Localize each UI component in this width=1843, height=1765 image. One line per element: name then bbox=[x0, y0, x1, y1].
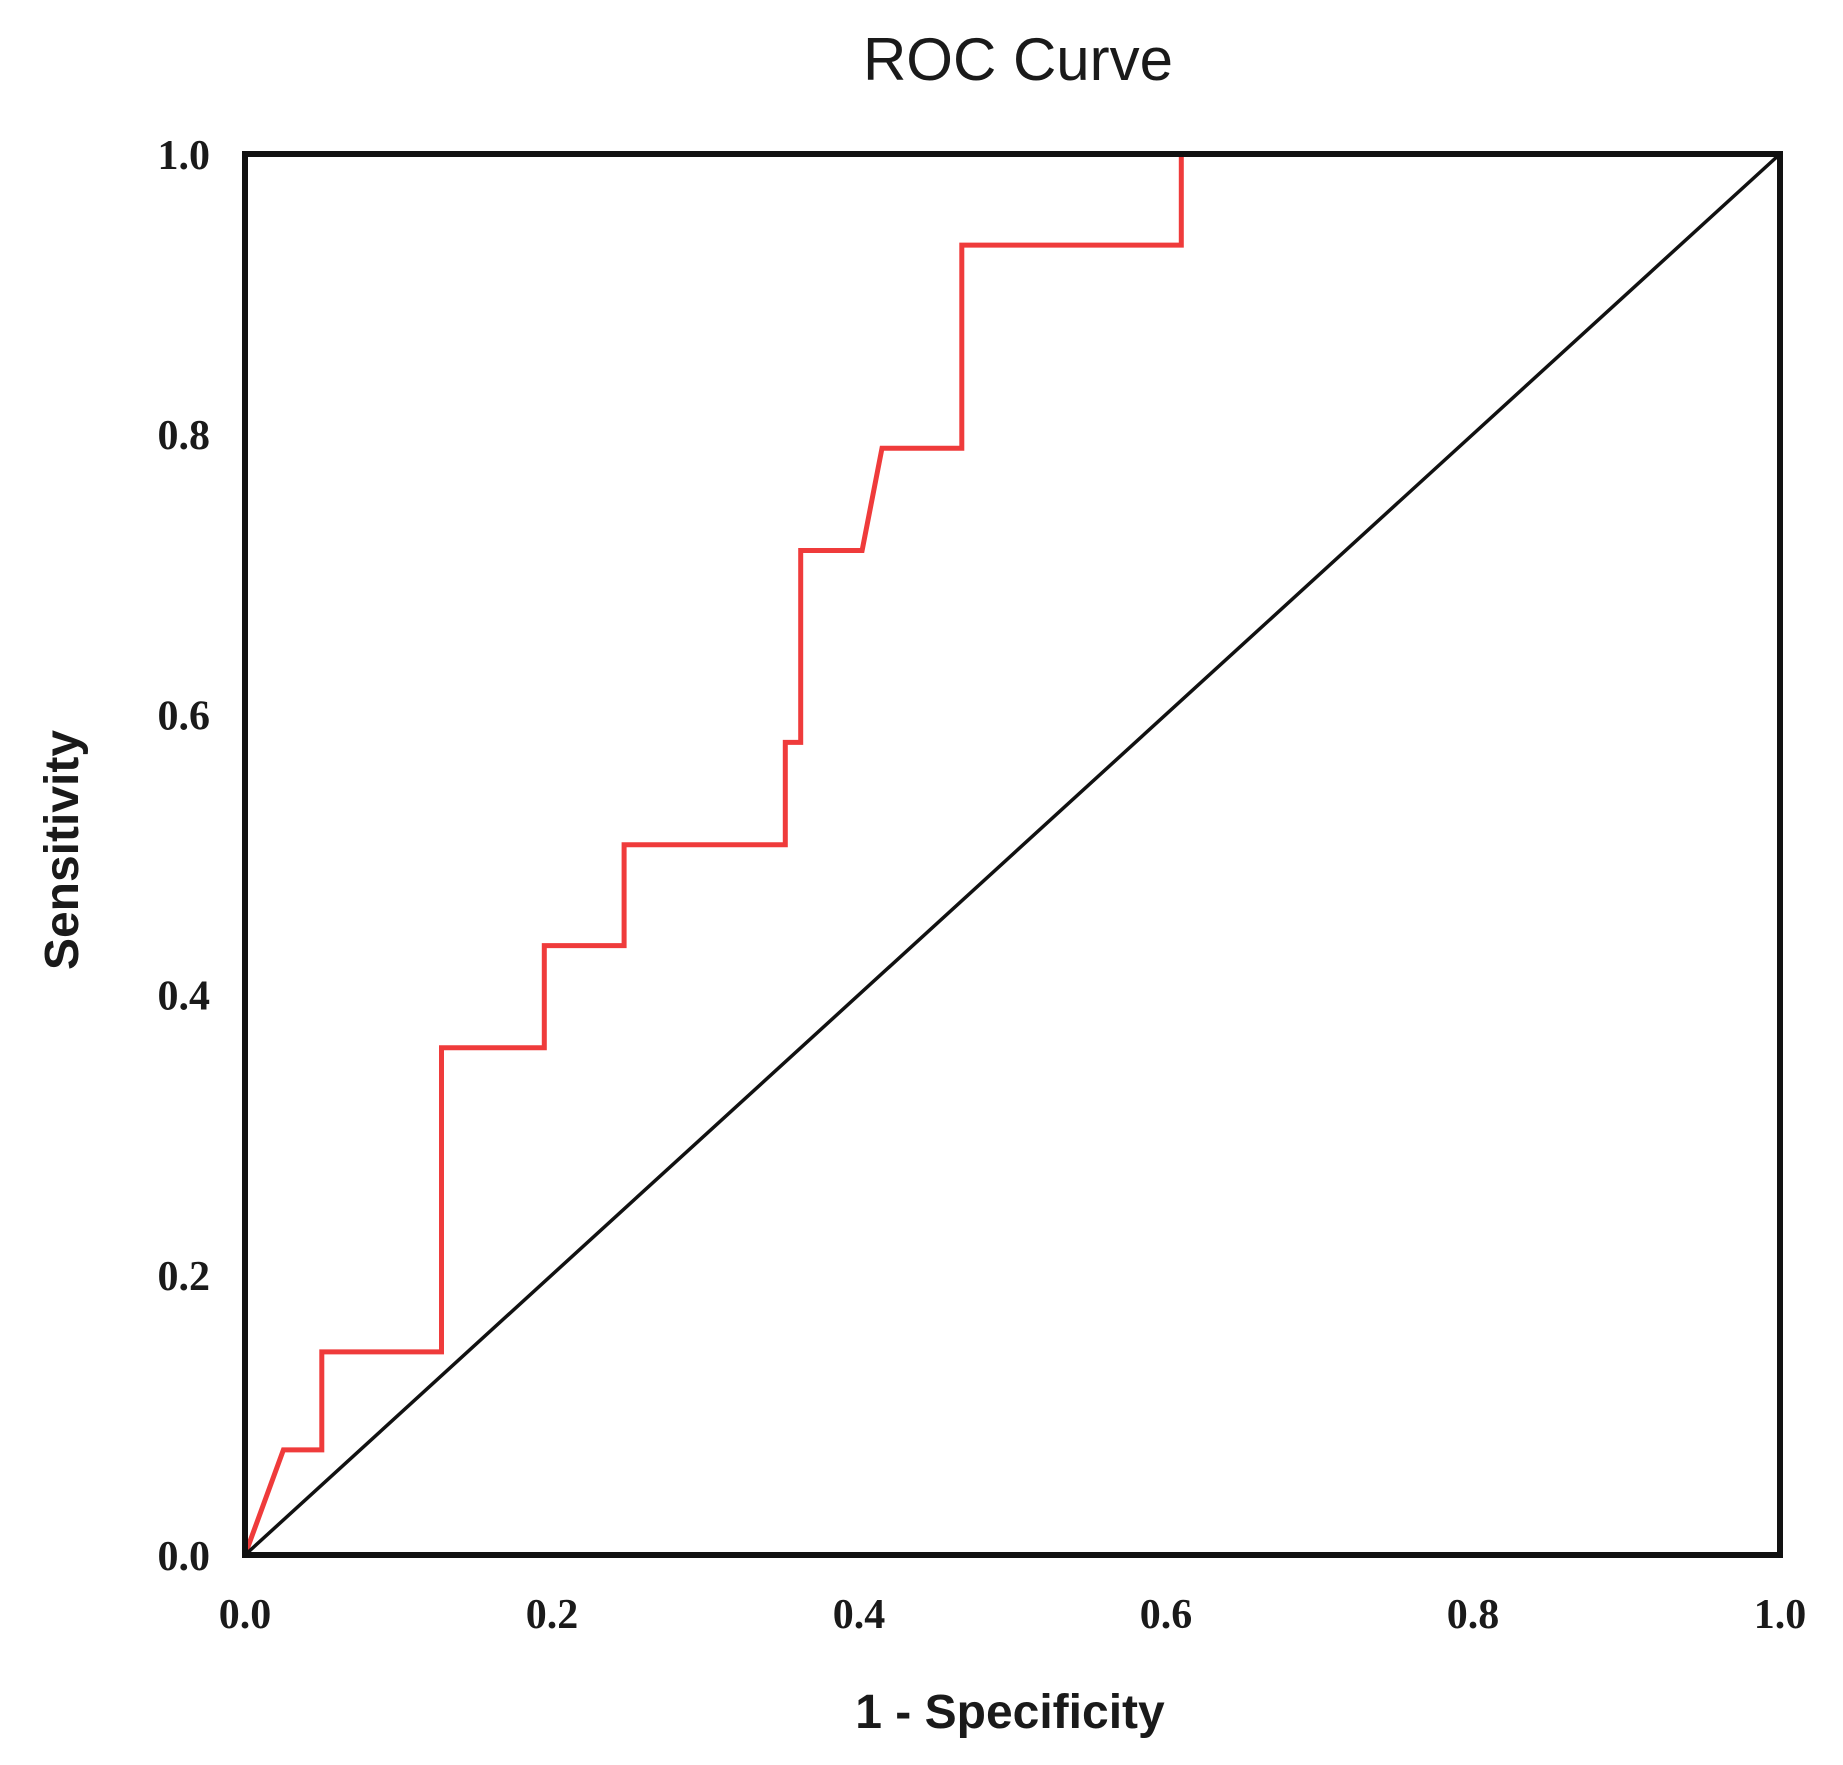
roc-curve-line bbox=[242, 154, 1184, 1556]
y-tick-label: 0.0 bbox=[158, 1534, 211, 1580]
plot-area bbox=[242, 151, 1783, 1558]
y-tick-label: 0.2 bbox=[158, 1254, 211, 1300]
plot-frame bbox=[242, 151, 1783, 1558]
y-tick-label: 0.8 bbox=[158, 413, 211, 459]
x-tick-label: 0.4 bbox=[833, 1592, 886, 1638]
x-tick-label: 0.8 bbox=[1447, 1592, 1500, 1638]
x-tick-label: 0.2 bbox=[526, 1592, 579, 1638]
x-tick-label: 0.0 bbox=[219, 1592, 272, 1638]
x-tick-label: 1.0 bbox=[1754, 1592, 1807, 1638]
y-tick-label: 1.0 bbox=[158, 133, 211, 179]
reference-diagonal-line bbox=[243, 152, 1782, 1557]
y-tick-label: 0.4 bbox=[158, 974, 211, 1020]
y-tick-label: 0.6 bbox=[158, 693, 211, 739]
y-axis-ticks: 0.0 0.2 0.4 0.6 0.8 1.0 bbox=[158, 133, 211, 1580]
y-axis-label: Sensitivity bbox=[36, 730, 89, 970]
x-axis-ticks: 0.0 0.2 0.4 0.6 0.8 1.0 bbox=[219, 1592, 1807, 1638]
x-axis-label: 1 - Specificity bbox=[855, 1686, 1165, 1739]
chart-title: ROC Curve bbox=[863, 26, 1173, 93]
x-tick-label: 0.6 bbox=[1140, 1592, 1193, 1638]
